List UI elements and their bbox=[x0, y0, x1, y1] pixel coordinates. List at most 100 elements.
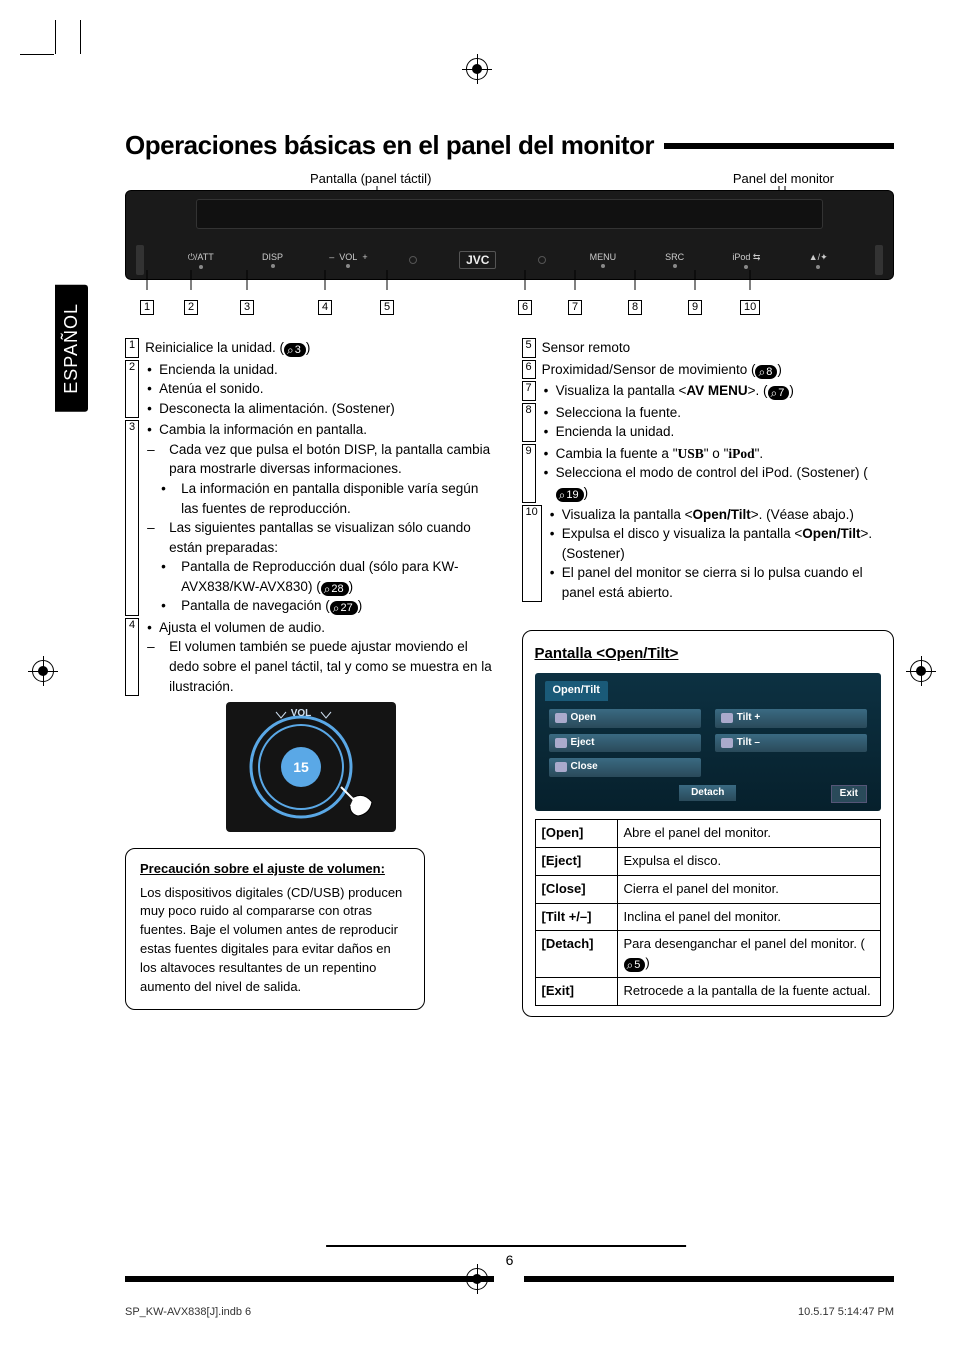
ref-5: 5 bbox=[522, 338, 536, 358]
ot-open[interactable]: Open bbox=[549, 709, 701, 728]
ot-eject[interactable]: Eject bbox=[549, 734, 701, 753]
n6-text: Proximidad/Sensor de movimiento (8) bbox=[542, 360, 782, 380]
callout-2: 2 bbox=[184, 300, 198, 315]
right-column: 5 Sensor remoto 6 Proximidad/Sensor de m… bbox=[522, 338, 895, 1017]
callout-9: 9 bbox=[688, 300, 702, 315]
prox-dot bbox=[538, 256, 546, 264]
sensor-dot bbox=[409, 256, 417, 264]
n3-d1: Cada vez que pulsa el botón DISP, la pan… bbox=[145, 440, 497, 479]
n8-a: Selecciona la fuente. bbox=[542, 403, 894, 423]
btn-menu: MENU bbox=[588, 252, 618, 268]
ot-detach[interactable]: Detach bbox=[679, 785, 736, 802]
n3-lead: Cambia la información en pantalla. bbox=[145, 420, 497, 440]
volume-knob-figure: 15 VOL bbox=[226, 702, 396, 838]
n4-lead: Ajusta el volumen de audio. bbox=[145, 618, 497, 638]
btn-att: ⏻/ATT bbox=[186, 252, 216, 269]
n4-d1: El volumen también se puede ajustar movi… bbox=[145, 637, 497, 696]
n2-b: Atenúa el sonido. bbox=[145, 379, 497, 399]
table-row: [Tilt +/–]Inclina el panel del monitor. bbox=[535, 903, 881, 931]
opentilt-screen: Open/Tilt Open Tilt + Eject Tilt – Close… bbox=[535, 673, 882, 811]
jvc-logo: JVC bbox=[459, 251, 496, 269]
caution-body: Los dispositivos digitales (CD/USB) prod… bbox=[140, 884, 410, 997]
n2-c: Desconecta la alimentación. (Sostener) bbox=[145, 399, 497, 419]
label-panel: Panel del monitor bbox=[733, 171, 834, 186]
ot-exit[interactable]: Exit bbox=[831, 785, 867, 804]
n3-d2a: Pantalla de Reproducción dual (sólo para… bbox=[145, 557, 497, 596]
n3-d1b: La información en pantalla disponible va… bbox=[145, 479, 497, 518]
tiltm-icon bbox=[721, 738, 733, 748]
btn-disp: DISP bbox=[258, 252, 288, 268]
n10-b: Expulsa el disco y visualiza la pantalla… bbox=[548, 524, 894, 563]
caution-box: Precaución sobre el ajuste de volumen: L… bbox=[125, 848, 425, 1010]
device-diagram: ⏻/ATT DISP – VOL + JVC MENU SRC iPod ⇆ ▲… bbox=[125, 190, 894, 330]
table-row: [Detach]Para desenganchar el panel del m… bbox=[535, 931, 881, 978]
ot-tiltm[interactable]: Tilt – bbox=[715, 734, 867, 753]
n3-d2: Las siguientes pantallas se visualizan s… bbox=[145, 518, 497, 557]
page-title: Operaciones básicas en el panel del moni… bbox=[125, 130, 654, 161]
ot-close[interactable]: Close bbox=[549, 758, 701, 777]
n10-a: Visualiza la pantalla <Open/Tilt>. (Véas… bbox=[548, 505, 894, 525]
caution-heading: Precaución sobre el ajuste de volumen: bbox=[140, 861, 410, 878]
table-row: [Open]Abre el panel del monitor. bbox=[535, 820, 881, 848]
n10-c: El panel del monitor se cierra si lo pul… bbox=[548, 563, 894, 602]
mag-icon: 27 bbox=[330, 601, 358, 615]
n5-text: Sensor remoto bbox=[542, 338, 631, 358]
ot-tiltp[interactable]: Tilt + bbox=[715, 709, 867, 728]
table-row: [Exit]Retrocede a la pantalla de la fuen… bbox=[535, 978, 881, 1006]
open-icon bbox=[555, 713, 567, 723]
btn-src: SRC bbox=[660, 252, 690, 268]
ref-7: 7 bbox=[522, 381, 536, 401]
callout-6: 6 bbox=[518, 300, 532, 315]
device-screen bbox=[196, 199, 823, 229]
mag-icon: 7 bbox=[768, 386, 790, 400]
callout-3: 3 bbox=[240, 300, 254, 315]
callout-5: 5 bbox=[380, 300, 394, 315]
ref-9: 9 bbox=[522, 444, 536, 503]
page-content: ESPAÑOL Operaciones básicas en el panel … bbox=[125, 130, 894, 1234]
btn-vol: – VOL + bbox=[329, 252, 367, 268]
close-icon bbox=[555, 762, 567, 772]
left-column: 1 Reinicialice la unidad. (3) 2 Encienda… bbox=[125, 338, 498, 1017]
n2-a: Encienda la unidad. bbox=[145, 360, 497, 380]
knob-value: 15 bbox=[293, 759, 309, 775]
mag-icon: 28 bbox=[321, 582, 349, 596]
callout-row: 1 2 3 4 5 6 7 8 9 10 bbox=[125, 280, 894, 330]
ref-1: 1 bbox=[125, 338, 139, 358]
footer-right: 10.5.17 5:14:47 PM bbox=[798, 1306, 894, 1318]
label-screen: Pantalla (panel táctil) bbox=[310, 171, 431, 186]
callout-1: 1 bbox=[140, 300, 154, 315]
n1-textb: ) bbox=[306, 340, 311, 355]
n3-d2b: Pantalla de navegación (27) bbox=[145, 596, 497, 616]
knob-label: VOL bbox=[291, 708, 312, 719]
bottom-rule bbox=[125, 1276, 894, 1282]
opentilt-box: Pantalla <Open/Tilt> Open/Tilt Open Tilt… bbox=[522, 630, 895, 1017]
ref-10: 10 bbox=[522, 505, 542, 603]
crop-corner bbox=[20, 54, 54, 55]
reg-mark-top bbox=[466, 58, 488, 80]
btn-ipod: iPod ⇆ bbox=[731, 252, 761, 269]
language-tab: ESPAÑOL bbox=[55, 285, 88, 412]
reg-mark-right bbox=[910, 660, 932, 682]
mag-icon: 19 bbox=[556, 488, 584, 502]
mag-icon: 8 bbox=[755, 365, 777, 379]
title-bar bbox=[664, 143, 894, 149]
callout-4: 4 bbox=[318, 300, 332, 315]
callout-8: 8 bbox=[628, 300, 642, 315]
crop-corner bbox=[80, 20, 81, 54]
n9-a: Cambia la fuente a "USB" o "iPod". bbox=[542, 444, 894, 464]
n7-text: Visualiza la pantalla <AV MENU>. (7) bbox=[542, 381, 894, 401]
ref-6: 6 bbox=[522, 360, 536, 380]
mag-icon: 3 bbox=[284, 343, 306, 357]
ref-8: 8 bbox=[522, 403, 536, 442]
opentilt-heading: Pantalla <Open/Tilt> bbox=[535, 643, 882, 665]
opentilt-table: [Open]Abre el panel del monitor. [Eject]… bbox=[535, 819, 882, 1006]
tiltp-icon bbox=[721, 713, 733, 723]
callout-7: 7 bbox=[568, 300, 582, 315]
n8-b: Encienda la unidad. bbox=[542, 422, 894, 442]
page-number: 6 bbox=[506, 1252, 514, 1268]
ref-3: 3 bbox=[125, 420, 139, 616]
n1-text: Reinicialice la unidad. ( bbox=[145, 340, 284, 355]
footer-left: SP_KW-AVX838[J].indb 6 bbox=[125, 1306, 251, 1318]
reg-mark-left bbox=[32, 660, 54, 682]
table-row: [Close]Cierra el panel del monitor. bbox=[535, 875, 881, 903]
